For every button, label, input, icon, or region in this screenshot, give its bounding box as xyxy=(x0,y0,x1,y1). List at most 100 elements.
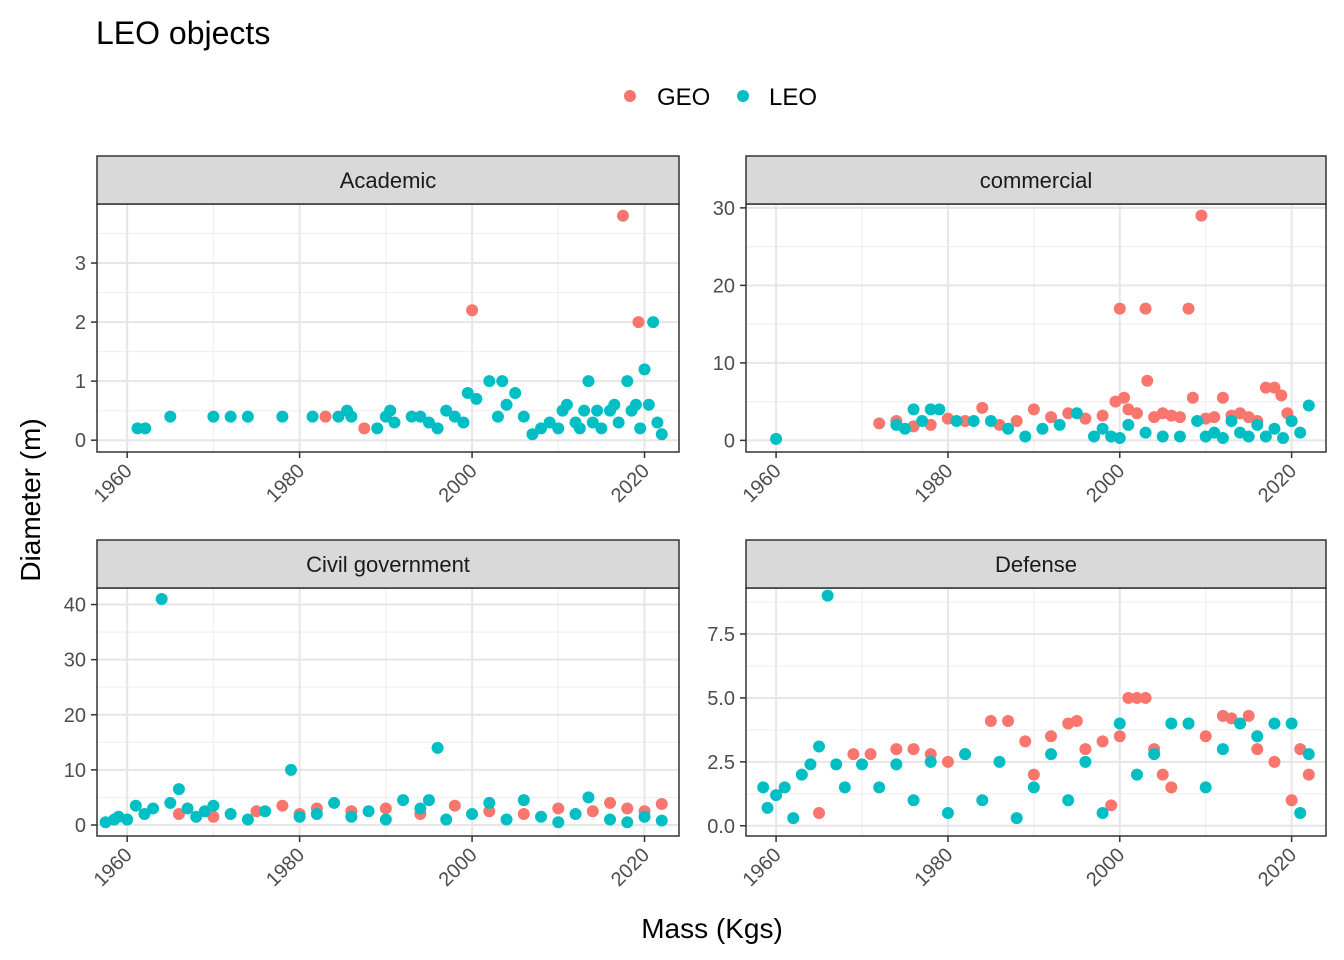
x-axis-label: Mass (Kgs) xyxy=(641,913,783,944)
point-leo xyxy=(457,416,470,429)
point-geo xyxy=(959,415,972,427)
point-leo xyxy=(647,316,660,329)
point-geo xyxy=(552,802,565,815)
point-leo xyxy=(582,791,595,804)
point-leo xyxy=(612,416,625,429)
point-geo xyxy=(1019,735,1032,748)
point-leo xyxy=(1113,717,1126,730)
point-leo xyxy=(448,410,461,423)
point-geo xyxy=(1096,409,1109,422)
point-leo xyxy=(293,810,306,823)
point-leo xyxy=(207,799,220,812)
point-leo xyxy=(491,410,504,423)
x-tick-label: 2000 xyxy=(1082,844,1129,891)
point-geo xyxy=(1045,730,1058,743)
point-geo xyxy=(1199,730,1212,743)
x-tick-label: 1960 xyxy=(739,460,786,507)
y-tick-label: 0 xyxy=(724,430,735,452)
point-geo xyxy=(1130,407,1143,420)
point-leo xyxy=(414,410,427,423)
point-leo xyxy=(1036,422,1049,435)
point-leo xyxy=(198,805,211,818)
point-leo xyxy=(190,810,203,823)
point-geo xyxy=(1275,389,1288,402)
strip-background xyxy=(96,155,680,205)
point-geo xyxy=(1251,743,1264,756)
point-leo xyxy=(1027,781,1040,794)
point-geo xyxy=(319,410,332,423)
point-leo xyxy=(907,794,920,807)
point-leo xyxy=(371,422,384,435)
point-leo xyxy=(976,794,989,807)
point-geo xyxy=(655,798,668,811)
point-leo xyxy=(642,398,655,411)
point-leo xyxy=(1088,430,1100,443)
point-leo xyxy=(517,794,530,807)
x-tick-label: 2020 xyxy=(607,460,654,507)
point-leo xyxy=(483,375,496,388)
point-leo xyxy=(535,810,548,823)
point-leo xyxy=(259,805,272,818)
point-leo xyxy=(1053,418,1066,431)
point-leo xyxy=(1199,781,1212,794)
point-geo xyxy=(984,714,997,727)
strip-label: Academic xyxy=(340,168,437,193)
point-leo xyxy=(1182,717,1195,730)
point-geo xyxy=(172,807,185,820)
point-leo xyxy=(552,422,565,435)
point-leo xyxy=(1285,415,1298,427)
y-tick-label: 30 xyxy=(64,650,86,672)
point-leo xyxy=(1062,794,1075,807)
point-leo xyxy=(813,740,826,753)
legend-key-leo xyxy=(737,90,749,102)
panel-defense: Defense 0.0 2.5 5.0 7.5 1960 1980 2000 2020 xyxy=(707,539,1327,891)
point-leo xyxy=(873,781,886,794)
point-leo xyxy=(379,813,392,826)
point-leo xyxy=(924,755,937,768)
point-leo xyxy=(1139,426,1152,439)
point-leo xyxy=(164,796,177,809)
point-leo xyxy=(483,796,496,809)
point-geo xyxy=(1079,412,1092,425)
y-tick-label: 20 xyxy=(64,705,86,727)
point-leo xyxy=(757,781,770,794)
point-geo xyxy=(1186,391,1199,404)
y-tick-label: 0.0 xyxy=(707,816,735,838)
strip-background xyxy=(745,155,1327,205)
point-geo xyxy=(358,422,371,435)
point-leo xyxy=(1285,717,1298,730)
point-leo xyxy=(573,422,586,435)
point-geo xyxy=(847,748,860,761)
point-leo xyxy=(1234,717,1247,730)
point-leo xyxy=(984,415,997,427)
point-leo xyxy=(172,783,185,796)
point-leo xyxy=(1096,422,1109,435)
point-leo xyxy=(1045,748,1058,761)
point-leo xyxy=(1156,430,1169,443)
point-leo xyxy=(397,794,410,807)
point-leo xyxy=(586,416,599,429)
point-geo xyxy=(1285,794,1298,807)
y-tick-label: 10 xyxy=(713,353,735,375)
point-leo xyxy=(332,410,345,423)
point-geo xyxy=(1027,768,1040,781)
point-leo xyxy=(621,375,634,388)
point-leo xyxy=(1302,399,1315,412)
y-tick-label: 1 xyxy=(75,371,86,393)
point-geo xyxy=(873,417,886,430)
point-geo xyxy=(1118,391,1131,404)
y-tick-label: 7.5 xyxy=(707,624,735,646)
point-leo xyxy=(466,807,479,820)
legend-key-geo xyxy=(624,90,636,102)
point-leo xyxy=(933,403,946,416)
point-leo xyxy=(440,404,453,417)
point-geo xyxy=(1105,799,1118,812)
strip-label: Defense xyxy=(995,552,1077,577)
point-geo xyxy=(1113,302,1126,315)
point-leo xyxy=(582,375,595,388)
point-geo xyxy=(1141,374,1154,387)
point-leo xyxy=(414,802,427,815)
point-leo xyxy=(856,758,868,771)
point-geo xyxy=(1130,691,1143,704)
point-leo xyxy=(638,363,651,376)
